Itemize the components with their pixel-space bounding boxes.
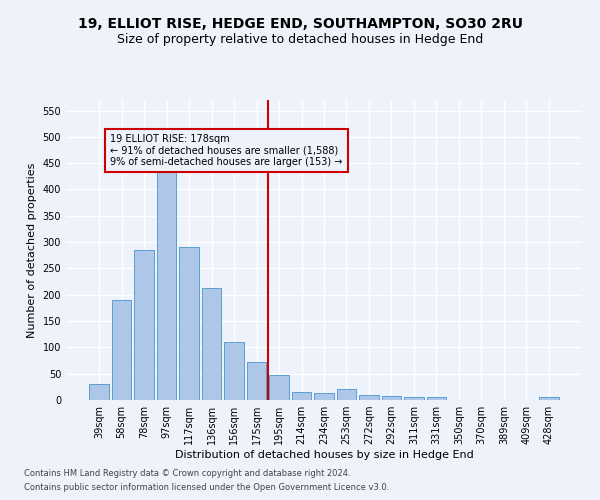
Bar [359,394,379,400]
Bar [89,384,109,400]
Bar [292,392,311,400]
Bar [179,248,199,400]
Bar [224,342,244,400]
Bar [112,300,131,400]
Bar [247,362,266,400]
Text: Contains HM Land Registry data © Crown copyright and database right 2024.: Contains HM Land Registry data © Crown c… [24,468,350,477]
Bar [337,390,356,400]
Bar [134,250,154,400]
Bar [202,288,221,400]
Bar [404,398,424,400]
Bar [269,376,289,400]
Text: 19 ELLIOT RISE: 178sqm
← 91% of detached houses are smaller (1,588)
9% of semi-d: 19 ELLIOT RISE: 178sqm ← 91% of detached… [110,134,343,168]
Bar [539,398,559,400]
Y-axis label: Number of detached properties: Number of detached properties [27,162,37,338]
Text: 19, ELLIOT RISE, HEDGE END, SOUTHAMPTON, SO30 2RU: 19, ELLIOT RISE, HEDGE END, SOUTHAMPTON,… [77,18,523,32]
Text: Contains public sector information licensed under the Open Government Licence v3: Contains public sector information licen… [24,484,389,492]
Bar [157,158,176,400]
Bar [382,396,401,400]
Bar [427,398,446,400]
X-axis label: Distribution of detached houses by size in Hedge End: Distribution of detached houses by size … [175,450,473,460]
Bar [314,393,334,400]
Text: Size of property relative to detached houses in Hedge End: Size of property relative to detached ho… [117,32,483,46]
